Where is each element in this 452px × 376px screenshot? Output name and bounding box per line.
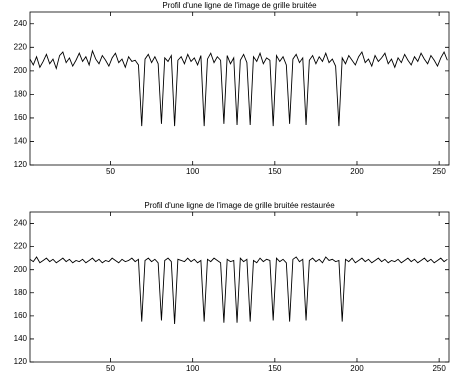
y-tick-label: 160: [14, 311, 28, 320]
y-tick-label: 200: [14, 66, 28, 75]
chart-title: Profil d'une ligne de l'image de grille …: [162, 1, 317, 10]
x-tick-label: 50: [106, 364, 115, 373]
x-tick-label: 100: [186, 167, 200, 176]
data-line: [29, 256, 448, 324]
y-tick-label: 120: [14, 357, 28, 366]
x-tick-label: 150: [268, 364, 282, 373]
y-tick-label: 220: [14, 42, 28, 51]
data-line: [29, 49, 448, 127]
y-tick-label: 120: [14, 160, 28, 169]
y-tick-label: 160: [14, 113, 28, 122]
x-tick-label: 250: [432, 167, 446, 176]
x-tick-label: 150: [268, 167, 282, 176]
x-tick-label: 100: [186, 364, 200, 373]
y-tick-label: 220: [14, 242, 28, 251]
y-tick-label: 240: [14, 219, 28, 228]
x-tick-label: 250: [432, 364, 446, 373]
y-tick-label: 140: [14, 137, 28, 146]
y-tick-label: 180: [14, 288, 28, 297]
y-tick-label: 180: [14, 89, 28, 98]
plot-frame: [29, 11, 450, 166]
x-tick-label: 200: [350, 364, 364, 373]
plot-frame: [29, 211, 450, 363]
y-tick-label: 140: [14, 334, 28, 343]
x-tick-label: 200: [350, 167, 364, 176]
chart-title: Profil d'une ligne de l'image de grille …: [144, 201, 335, 210]
x-tick-label: 50: [106, 167, 115, 176]
y-tick-label: 200: [14, 265, 28, 274]
y-tick-label: 240: [14, 19, 28, 28]
